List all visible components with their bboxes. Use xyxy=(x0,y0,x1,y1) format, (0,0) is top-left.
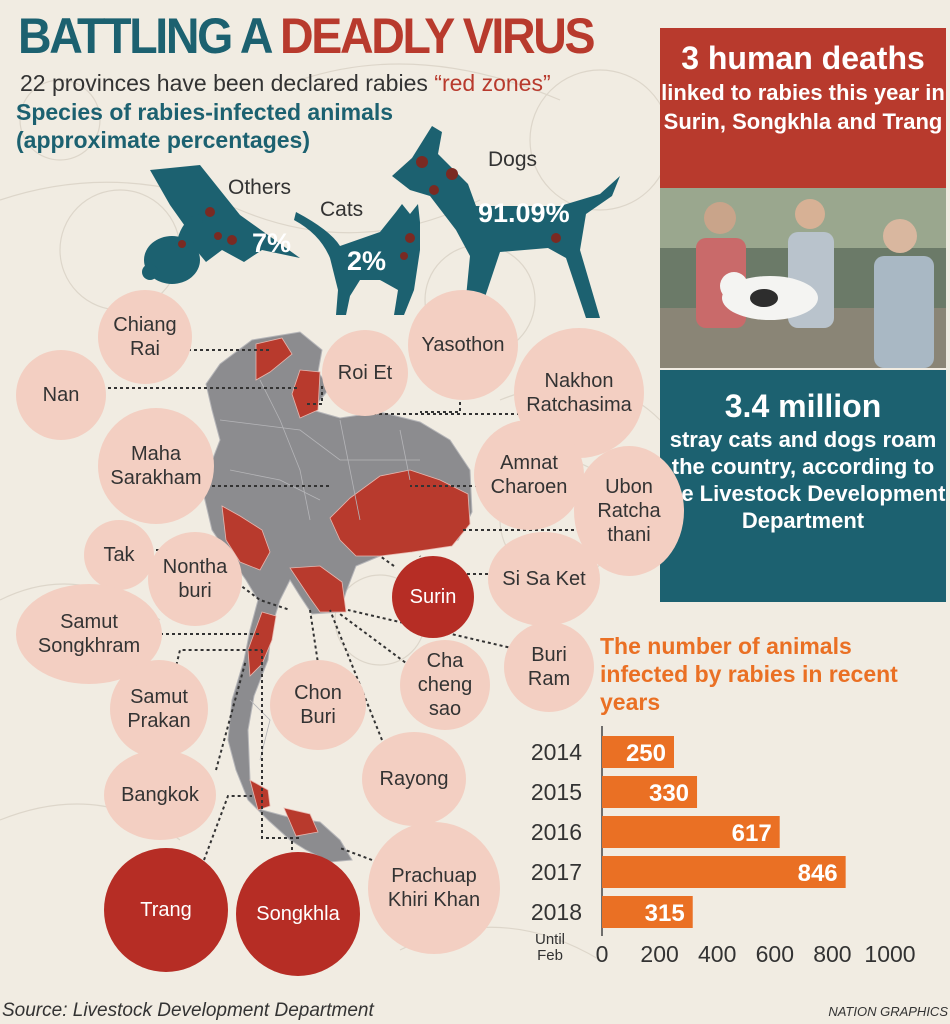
x-tick-600: 600 xyxy=(756,941,794,967)
title-part2: DEADLY VIRUS xyxy=(279,8,596,64)
x-tick-1000: 1000 xyxy=(864,941,915,967)
x-tick-0: 0 xyxy=(596,941,609,967)
thailand-map xyxy=(90,331,580,863)
category-note-2018: Until xyxy=(535,931,565,948)
bar-value-2018: 315 xyxy=(645,900,685,927)
page-title: BATTLING A DEADLY VIRUS xyxy=(18,6,596,66)
others-label: Others xyxy=(228,176,292,199)
bubble-trang: Trang xyxy=(104,848,228,972)
cats-label: Cats xyxy=(320,198,364,221)
stray-headline: 3.4 million xyxy=(724,388,882,424)
source-note: Source: Livestock Development Department xyxy=(2,1000,374,1021)
bubble-samut-prakan: Samut Prakan xyxy=(110,660,208,758)
bubble-chachoengsao: Cha cheng sao xyxy=(400,640,490,730)
bubble-yasothon: Yasothon xyxy=(408,290,518,400)
stray-box: 3.4 million stray cats and dogs roam the… xyxy=(660,370,946,602)
others-percent: 7% xyxy=(252,228,292,258)
bar-2018 xyxy=(602,896,693,928)
map-red-zones xyxy=(221,337,471,837)
bubble-roi-et: Roi Et xyxy=(322,330,408,416)
bubble-chiang-rai: Chiang Rai xyxy=(98,290,192,384)
bubble-tak: Tak xyxy=(84,520,154,590)
category-note-2018: Feb xyxy=(537,947,563,964)
bubble-chon-buri: Chon Buri xyxy=(270,660,366,750)
bar-2017 xyxy=(602,856,846,888)
subtitle-text: 22 provinces have been declared rabies xyxy=(20,70,435,96)
bubble-amnat-charoen: Amnat Charoen xyxy=(474,420,584,530)
bar-value-2017: 846 xyxy=(798,860,838,887)
category-label-2016: 2016 xyxy=(531,819,582,845)
deaths-detail: linked to rabies this year in Surin, Son… xyxy=(661,80,945,134)
deaths-box: 3 human deaths linked to rabies this yea… xyxy=(660,28,946,188)
bubble-prachuap-khiri-khan: Prachuap Khiri Khan xyxy=(368,822,500,954)
bubble-bangkok: Bangkok xyxy=(104,750,216,840)
bat-icon xyxy=(150,165,300,262)
map-district-lines xyxy=(219,379,420,761)
category-label-2017: 2017 xyxy=(531,859,582,885)
vaccination-photo xyxy=(660,188,946,368)
dogs-label: Dogs xyxy=(488,148,538,171)
subtitle: 22 provinces have been declared rabies “… xyxy=(20,70,551,97)
subtitle-highlight: “red zones” xyxy=(434,70,551,96)
category-label-2015: 2015 xyxy=(531,779,582,805)
bar-value-2014: 250 xyxy=(626,740,666,767)
bubble-songkhla: Songkhla xyxy=(236,852,360,976)
cats-percent: 2% xyxy=(347,246,387,276)
species-heading: Species of rabies-infected animals (appr… xyxy=(16,99,394,153)
bubble-nonthaburi: Nontha buri xyxy=(148,532,242,626)
bubble-nan: Nan xyxy=(16,350,106,440)
bar-value-2016: 617 xyxy=(732,820,772,847)
dogs-percent: 91.09% xyxy=(478,198,570,228)
bubble-surin: Surin xyxy=(392,556,474,638)
category-label-2014: 2014 xyxy=(531,739,582,765)
bubble-buri-ram: Buri Ram xyxy=(504,622,594,712)
credit: NATION GRAPHICS xyxy=(828,1004,948,1019)
category-label-2018: 2018 xyxy=(531,899,582,925)
bar-2014 xyxy=(602,736,674,768)
cat-icon xyxy=(294,204,420,315)
bar-value-2015: 330 xyxy=(649,780,689,807)
x-tick-400: 400 xyxy=(698,941,736,967)
title-part1: BATTLING A xyxy=(18,8,272,64)
deaths-headline: 3 human deaths xyxy=(681,40,925,76)
bar-2015 xyxy=(602,776,698,808)
animal-silhouettes xyxy=(142,126,620,318)
bubble-si-sa-ket: Si Sa Ket xyxy=(488,532,600,626)
bubble-maha-sarakham: Maha Sarakham xyxy=(98,408,214,524)
bubble-rayong: Rayong xyxy=(362,732,466,826)
stray-detail: stray cats and dogs roam the country, ac… xyxy=(660,427,946,533)
x-tick-800: 800 xyxy=(813,941,851,967)
chart-title: The number of animals infected by rabies… xyxy=(600,633,898,715)
x-tick-200: 200 xyxy=(640,941,678,967)
bar-2016 xyxy=(602,816,780,848)
